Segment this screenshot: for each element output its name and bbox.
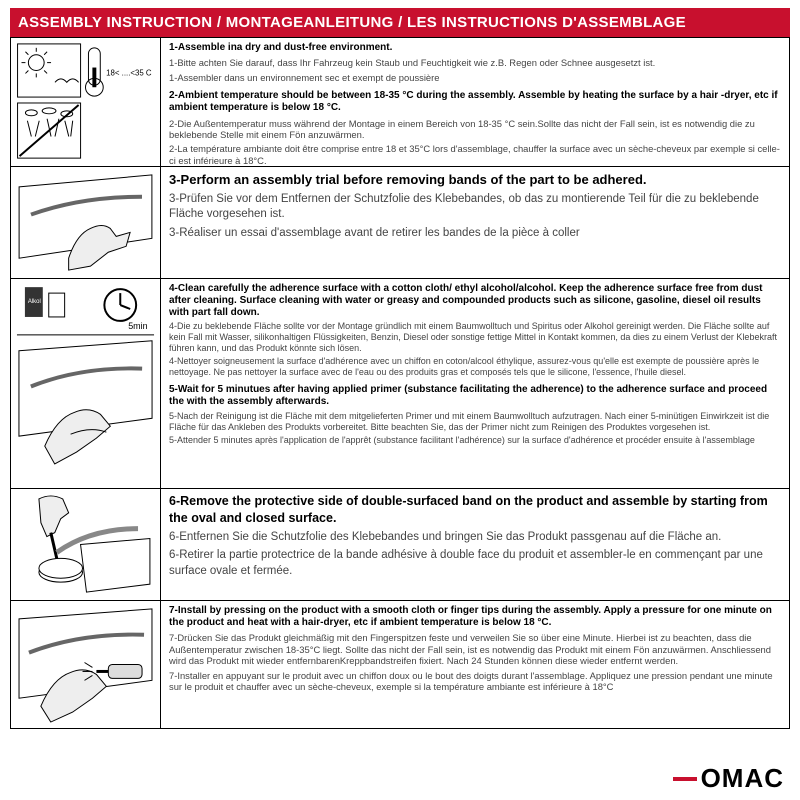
row1-image: 18< ....<35 C (11, 38, 161, 166)
step4-sub-de: 4-Die zu beklebende Fläche sollte vor de… (169, 321, 783, 353)
row1-text: 1-Assemble ina dry and dust-free environ… (161, 38, 789, 166)
step5-sub-fr: 5-Attender 5 minutes après l'application… (169, 435, 783, 446)
row3-image: Alkol 5min (11, 279, 161, 488)
step7-lead: 7-Install by pressing on the product wit… (169, 605, 783, 629)
row2-text: 3-Perform an assembly trial before remov… (161, 167, 789, 278)
step7-sub-fr: 7-Installer en appuyant sur le produit a… (169, 670, 783, 693)
step5-sub-de: 5-Nach der Reinigung ist die Fläche mit … (169, 411, 783, 432)
instruction-row: 7-Install by pressing on the product wit… (10, 601, 790, 729)
step3-sub-de: 3-Prüfen Sie vor dem Entfernen der Schut… (169, 192, 783, 223)
step2-sub-de: 2-Die Außentemperatur muss während der M… (169, 118, 783, 141)
instruction-row: Alkol 5min 4-Clean carefully the adheren… (10, 279, 790, 489)
step3-lead: 3-Perform an assembly trial before remov… (169, 171, 783, 189)
row4-text: 6-Remove the protective side of double-s… (161, 489, 789, 600)
instruction-row: 6-Remove the protective side of double-s… (10, 489, 790, 601)
step4-lead: 4-Clean carefully the adherence surface … (169, 283, 783, 318)
step2-sub-fr: 2-La température ambiante doit être comp… (169, 143, 783, 166)
step6-sub-de: 6-Entfernen Sie die Schutzfolie des Kleb… (169, 530, 783, 546)
logo-accent-bar (673, 777, 697, 781)
step1-sub-de: 1-Bitte achten Sie darauf, dass Ihr Fahr… (169, 57, 783, 68)
svg-text:Alkol: Alkol (28, 299, 41, 305)
instruction-rows: 18< ....<35 C 1-Assemble ina dry and dus… (10, 37, 790, 759)
step6-lead: 6-Remove the protective side of double-s… (169, 493, 783, 527)
step7-sub-de: 7-Drücken Sie das Produkt gleichmäßig mi… (169, 632, 783, 666)
svg-text:18< ....<35 C: 18< ....<35 C (106, 68, 152, 77)
instruction-row: 3-Perform an assembly trial before remov… (10, 167, 790, 279)
row5-text: 7-Install by pressing on the product wit… (161, 601, 789, 728)
logo-text: OMAC (701, 763, 784, 794)
step4-sub-fr: 4-Nettoyer soigneusement la surface d'ad… (169, 356, 783, 377)
row5-image (11, 601, 161, 728)
step1-lead: 1-Assemble ina dry and dust-free environ… (169, 42, 783, 54)
step6-sub-fr: 6-Retirer la partie protectrice de la ba… (169, 548, 783, 579)
instruction-row: 18< ....<35 C 1-Assemble ina dry and dus… (10, 37, 790, 167)
step5-lead: 5-Wait for 5 minutues after having appli… (169, 384, 783, 408)
row3-text: 4-Clean carefully the adherence surface … (161, 279, 789, 488)
page-title: ASSEMBLY INSTRUCTION / MONTAGEANLEITUNG … (10, 8, 790, 37)
svg-text:5min: 5min (128, 321, 147, 331)
step3-sub-fr: 3-Réaliser un essai d'assemblage avant d… (169, 226, 783, 242)
row4-image (11, 489, 161, 600)
row2-image (11, 167, 161, 278)
step1-sub-fr: 1-Assembler dans un environnement sec et… (169, 72, 783, 83)
brand-logo: OMAC (10, 759, 790, 794)
step2-lead: 2-Ambient temperature should be between … (169, 90, 783, 114)
